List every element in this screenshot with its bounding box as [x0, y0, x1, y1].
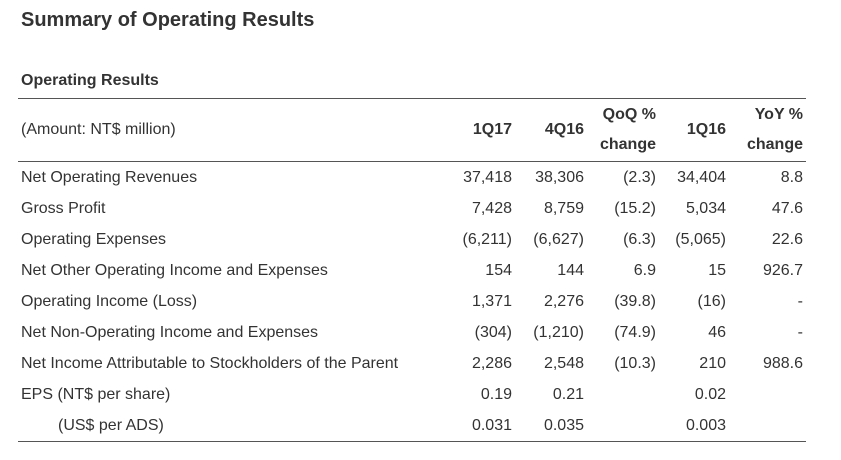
cell-1q16: 34,404 — [677, 168, 726, 186]
column-header-1q16: 1Q16 — [686, 121, 726, 138]
cell-1q16: 15 — [708, 261, 726, 279]
row-label: Operating Expenses — [21, 230, 166, 248]
cell-1q17: 37,418 — [463, 168, 512, 186]
cell-qoq-change: (2.3) — [623, 168, 656, 186]
cell-1q16: 5,034 — [685, 199, 726, 217]
row-label: EPS (NT$ per share) — [21, 385, 171, 403]
row-label: Net Income Attributable to Stockholders … — [21, 354, 399, 372]
row-label: (US$ per ADS) — [58, 416, 164, 434]
cell-yoy-change: 988.6 — [762, 354, 803, 372]
cell-yoy-change: 8.8 — [780, 168, 803, 186]
cell-1q16: 46 — [708, 323, 726, 341]
cell-qoq-change: (6.3) — [623, 230, 656, 248]
table-row: EPS (NT$ per share) 0.19 0.21 0.02 — [18, 379, 806, 410]
table-row: Net Operating Revenues 37,418 38,306 (2.… — [18, 162, 806, 194]
cell-yoy-change: 47.6 — [771, 199, 803, 217]
cell-qoq-change: 6.9 — [633, 261, 656, 279]
cell-qoq-change: (15.2) — [614, 199, 656, 217]
cell-1q16: 0.02 — [694, 385, 726, 403]
cell-1q17: 2,286 — [471, 354, 512, 372]
cell-1q17: 7,428 — [471, 199, 512, 217]
cell-4q16: 0.035 — [543, 416, 584, 434]
section-title: Operating Results — [21, 72, 159, 89]
cell-1q16: (16) — [697, 292, 726, 310]
cell-1q17: 0.19 — [480, 385, 512, 403]
cell-1q16: (5,065) — [675, 230, 726, 248]
cell-4q16: 38,306 — [535, 168, 584, 186]
cell-yoy-change: 926.7 — [762, 261, 803, 279]
cell-1q17: (304) — [474, 323, 512, 341]
cell-qoq-change — [587, 410, 659, 442]
cell-qoq-change: (39.8) — [614, 292, 656, 310]
cell-1q16: 0.003 — [685, 416, 726, 434]
cell-1q17: 0.031 — [471, 416, 512, 434]
cell-yoy-change: 22.6 — [771, 230, 803, 248]
table-row: Gross Profit 7,428 8,759 (15.2) 5,034 47… — [18, 193, 806, 224]
cell-1q17: 1,371 — [471, 292, 512, 310]
table-row: Operating Income (Loss) 1,371 2,276 (39.… — [18, 286, 806, 317]
row-label: Net Other Operating Income and Expenses — [21, 261, 328, 279]
column-header-qoq-change: QoQ % change — [599, 106, 656, 153]
cell-yoy-change — [729, 379, 806, 410]
cell-qoq-change — [587, 379, 659, 410]
cell-4q16: (1,210) — [533, 323, 584, 341]
row-label: Gross Profit — [21, 199, 106, 217]
column-header-1q17: 1Q17 — [472, 121, 512, 138]
table-row: Net Other Operating Income and Expenses … — [18, 255, 806, 286]
cell-4q16: (6,627) — [533, 230, 584, 248]
cell-4q16: 2,548 — [543, 354, 584, 372]
table-row: (US$ per ADS) 0.031 0.035 0.003 — [18, 410, 806, 442]
column-header-4q16: 4Q16 — [544, 121, 584, 138]
cell-yoy-change: - — [797, 323, 803, 341]
cell-1q17: 154 — [485, 261, 512, 279]
cell-qoq-change: (74.9) — [614, 323, 656, 341]
cell-4q16: 144 — [557, 261, 584, 279]
cell-1q16: 210 — [699, 354, 726, 372]
cell-yoy-change — [729, 410, 806, 442]
unit-label: (Amount: NT$ million) — [21, 121, 176, 138]
page-title: Summary of Operating Results — [21, 9, 315, 31]
table-row: Net Income Attributable to Stockholders … — [18, 348, 806, 379]
row-label: Net Operating Revenues — [21, 168, 198, 186]
cell-qoq-change: (10.3) — [614, 354, 656, 372]
table-row: Operating Expenses (6,211) (6,627) (6.3)… — [18, 224, 806, 255]
cell-4q16: 0.21 — [552, 385, 584, 403]
operating-results-table: (Amount: NT$ million) 1Q17 4Q16 QoQ % ch… — [18, 98, 806, 442]
cell-4q16: 8,759 — [543, 199, 584, 217]
row-label: Net Non-Operating Income and Expenses — [21, 323, 319, 341]
row-label: Operating Income (Loss) — [21, 292, 198, 310]
table-header-row: (Amount: NT$ million) 1Q17 4Q16 QoQ % ch… — [18, 98, 806, 162]
table-row: Net Non-Operating Income and Expenses (3… — [18, 317, 806, 348]
cell-1q17: (6,211) — [462, 230, 512, 248]
column-header-yoy-change: YoY % change — [746, 106, 803, 153]
cell-yoy-change: - — [797, 292, 803, 310]
cell-4q16: 2,276 — [543, 292, 584, 310]
